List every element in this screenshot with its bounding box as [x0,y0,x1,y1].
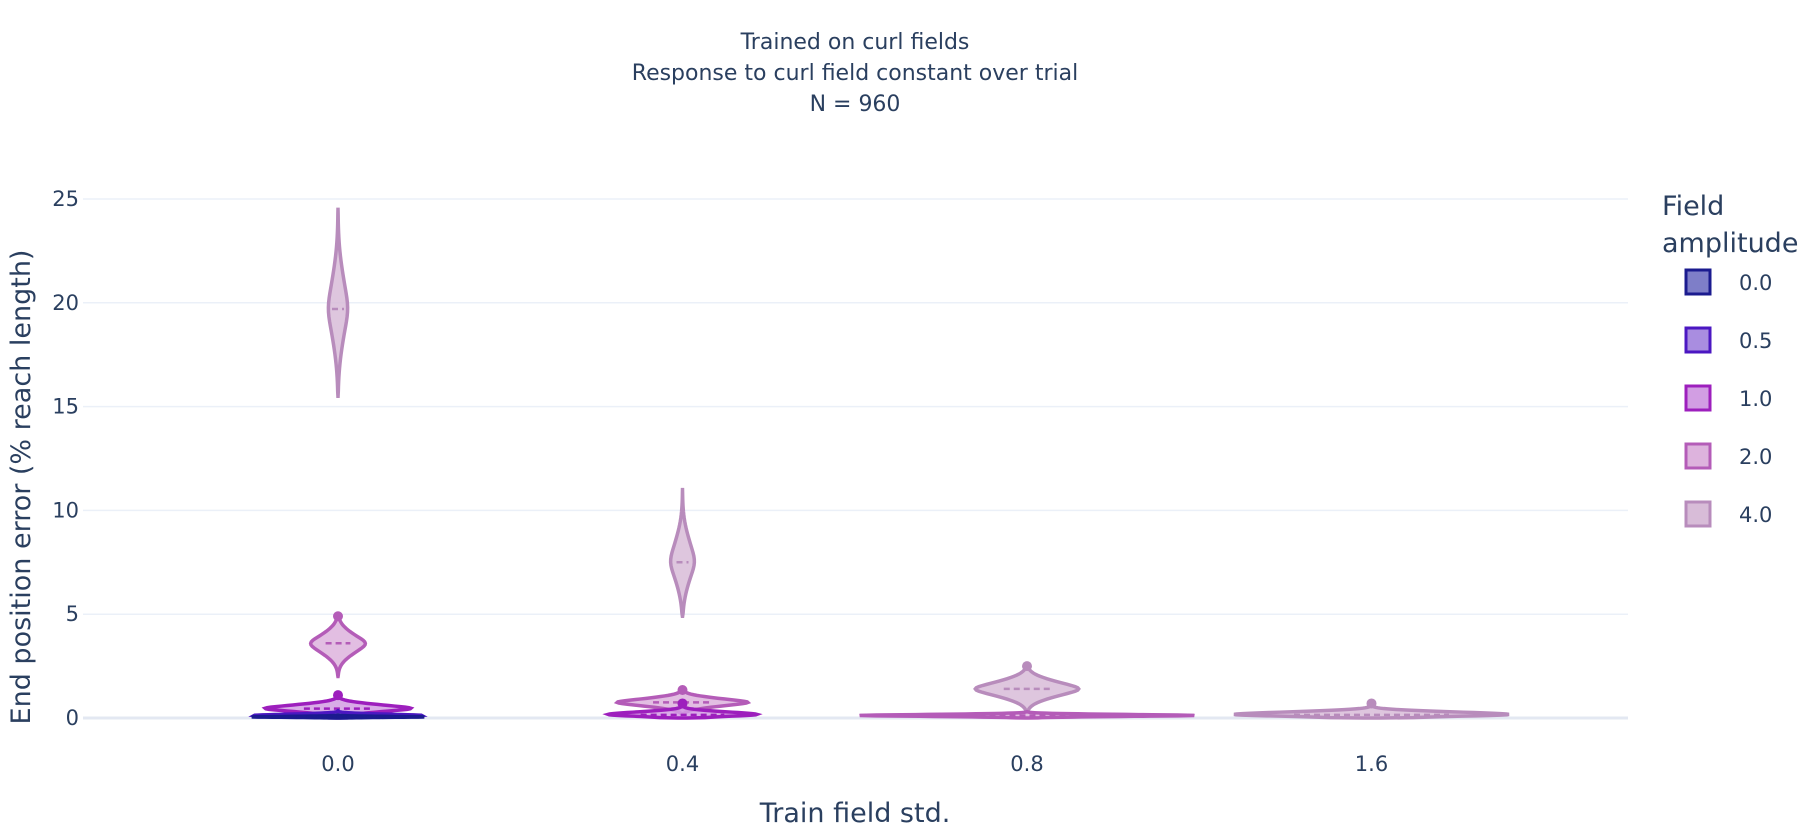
legend-label: 4.0 [1739,503,1772,527]
violin-outlier-4.0-at-0.8 [1022,661,1032,672]
x-tick-labels: 0.0 0.4 0.8 1.6 [321,752,1388,776]
y-tick-labels: 0 5 10 15 20 25 [52,187,79,730]
violin-outlier-4.0-at-1.6 [1366,698,1377,709]
violin-outlier-1.0-at-0.0 [333,690,343,701]
legend-swatch [1684,442,1712,470]
legend-swatch [1684,268,1712,296]
legend-item-0.0[interactable]: 0.0 [1684,268,1772,296]
legend-label: 1.0 [1739,387,1772,411]
legend-title-line-1: Field [1662,191,1724,222]
title-line-3: N = 960 [810,92,901,117]
legend-item-2.0[interactable]: 2.0 [1684,442,1772,470]
violin-outlier-2.0-at-0.0 [333,611,343,622]
legend-label: 0.0 [1739,271,1772,295]
violin-outlier-2.0-at-0.4 [677,684,688,695]
x-tick-label: 0.0 [321,752,354,776]
y-tick-label: 25 [52,187,79,211]
y-tick-label: 5 [66,602,79,626]
legend-item-0.5[interactable]: 0.5 [1684,326,1772,354]
violin-4.0-at-0.0 [326,207,350,398]
y-tick-label: 15 [52,395,79,419]
y-tick-label: 20 [52,291,79,315]
legend-swatch [1684,326,1712,354]
violin-4.0-at-0.4 [668,487,697,619]
violin-outlier-1.0-at-0.4 [677,698,688,709]
title-line-1: Trained on curl fields [740,30,970,55]
legend-label: 0.5 [1739,329,1772,353]
legend: Field amplitude 0.0 0.5 1.0 2.0 4.0 [1662,191,1798,528]
legend-swatch [1684,384,1712,412]
legend-title-line-2: amplitude [1662,228,1798,259]
y-tick-label: 0 [66,706,79,730]
x-tick-label: 0.8 [1010,752,1043,776]
x-axis-title: Train field std. [759,798,951,829]
x-tick-label: 0.4 [666,752,699,776]
legend-swatch [1684,500,1712,528]
y-axis-title: End position error (% reach length) [6,250,37,725]
legend-label: 2.0 [1739,445,1772,469]
legend-item-1.0[interactable]: 1.0 [1684,384,1772,412]
chart-title: Trained on curl fields Response to curl … [632,30,1078,117]
title-line-2: Response to curl field constant over tri… [632,61,1078,86]
violin-2.0-at-0.0 [308,614,368,679]
legend-item-4.0[interactable]: 4.0 [1684,500,1772,528]
violin-2.0-at-0.8 [859,710,1195,720]
x-tick-label: 1.6 [1355,752,1388,776]
y-tick-label: 10 [52,498,79,522]
violins [248,207,1510,720]
